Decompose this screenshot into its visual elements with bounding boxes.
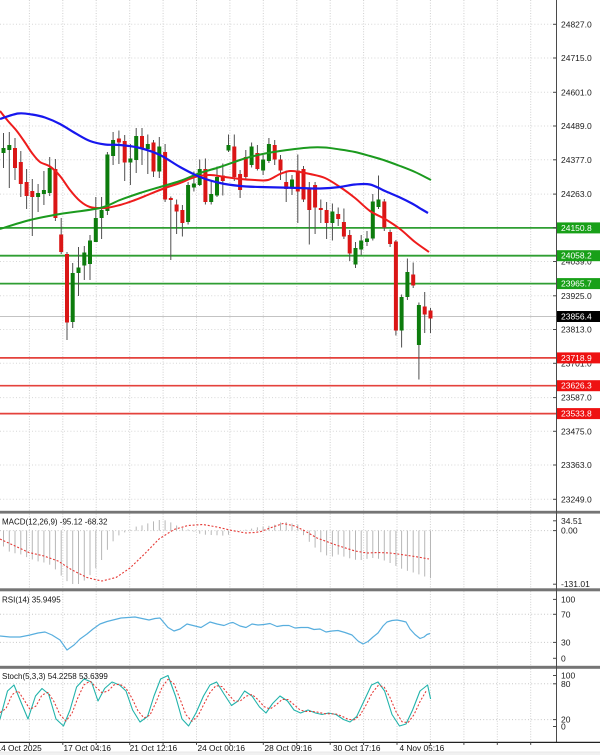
svg-text:14 Oct 2025: 14 Oct 2025 — [0, 743, 42, 753]
svg-text:23475.0: 23475.0 — [561, 426, 592, 436]
svg-text:23856.4: 23856.4 — [561, 312, 592, 322]
svg-text:100: 100 — [561, 594, 575, 604]
svg-text:0: 0 — [561, 653, 566, 663]
svg-text:24827.0: 24827.0 — [561, 19, 592, 29]
svg-text:MACD(12,26,9) -95.12 -68.32: MACD(12,26,9) -95.12 -68.32 — [2, 518, 108, 527]
svg-text:24601.0: 24601.0 — [561, 87, 592, 97]
svg-text:23363.0: 23363.0 — [561, 460, 592, 470]
svg-text:Stoch(5,3,3) 54.2258 53.6399: Stoch(5,3,3) 54.2258 53.6399 — [2, 672, 108, 681]
svg-text:RSI(14) 35.9495: RSI(14) 35.9495 — [2, 596, 61, 605]
svg-text:20: 20 — [561, 715, 571, 725]
svg-text:21 Oct 12:16: 21 Oct 12:16 — [130, 743, 178, 753]
svg-text:80: 80 — [561, 679, 571, 689]
svg-text:70: 70 — [561, 609, 571, 619]
svg-text:24039.0: 24039.0 — [561, 257, 592, 267]
svg-text:4 Nov 05:16: 4 Nov 05:16 — [400, 743, 445, 753]
svg-text:23813.0: 23813.0 — [561, 325, 592, 335]
svg-text:30: 30 — [561, 637, 571, 647]
svg-text:24263.0: 24263.0 — [561, 189, 592, 199]
svg-text:23965.7: 23965.7 — [561, 279, 592, 289]
svg-text:23533.8: 23533.8 — [561, 409, 592, 419]
svg-text:24489.0: 24489.0 — [561, 121, 592, 131]
svg-text:34.51: 34.51 — [561, 516, 583, 526]
svg-text:23925.0: 23925.0 — [561, 291, 592, 301]
svg-text:24 Oct 00:16: 24 Oct 00:16 — [198, 743, 246, 753]
svg-text:17 Oct 04:16: 17 Oct 04:16 — [64, 743, 112, 753]
svg-text:0.00: 0.00 — [561, 526, 578, 536]
svg-text:23718.9: 23718.9 — [561, 353, 592, 363]
svg-text:23249.0: 23249.0 — [561, 494, 592, 504]
svg-text:23626.3: 23626.3 — [561, 381, 592, 391]
svg-text:-131.01: -131.01 — [561, 579, 590, 589]
svg-text:24715.0: 24715.0 — [561, 53, 592, 63]
svg-text:100: 100 — [561, 671, 575, 681]
svg-text:23587.0: 23587.0 — [561, 393, 592, 403]
svg-text:28 Oct 09:16: 28 Oct 09:16 — [265, 743, 313, 753]
svg-text:24377.0: 24377.0 — [561, 155, 592, 165]
svg-text:30 Oct 17:16: 30 Oct 17:16 — [333, 743, 381, 753]
svg-text:24150.8: 24150.8 — [561, 223, 592, 233]
svg-text:0: 0 — [561, 722, 566, 732]
svg-text:24058.2: 24058.2 — [561, 251, 592, 261]
